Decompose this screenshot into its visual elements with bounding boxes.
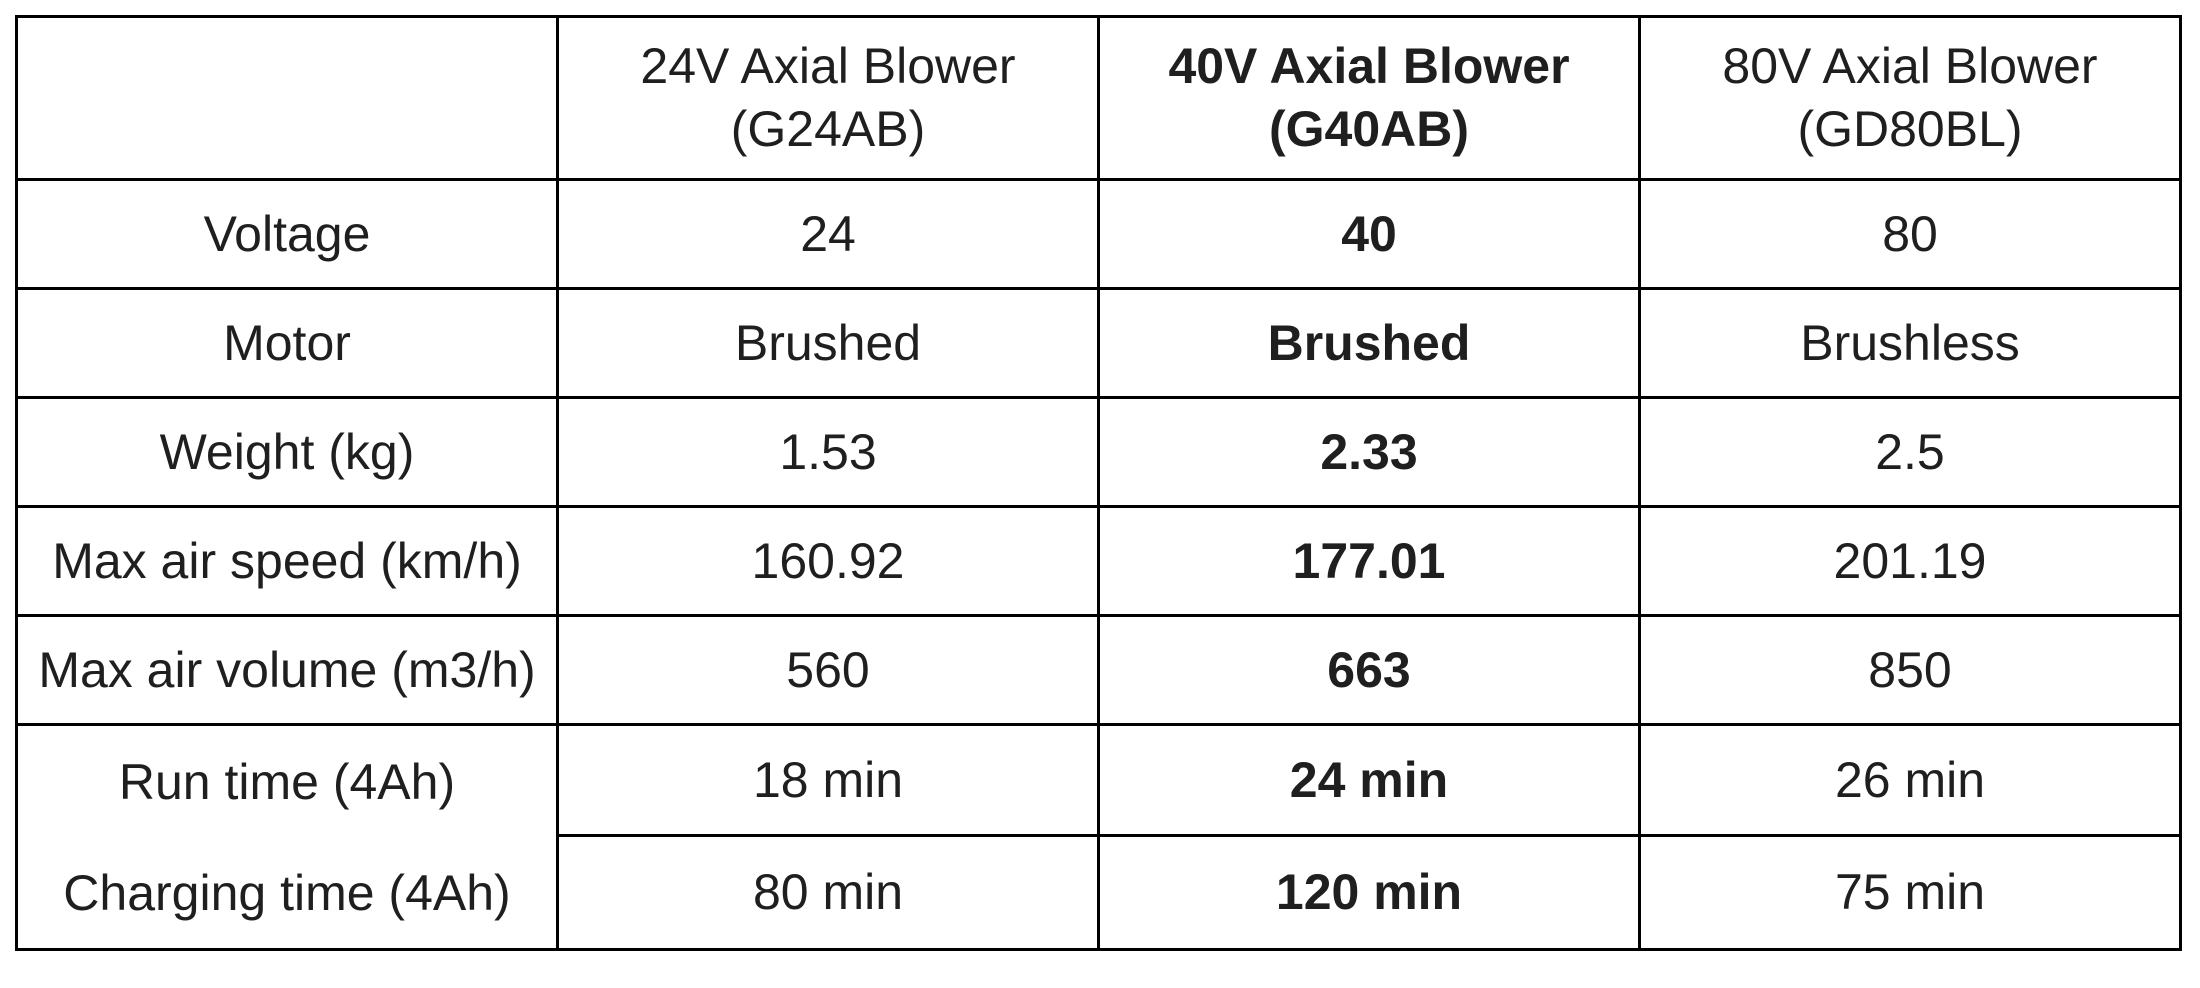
max-air-volume-40v: 663 bbox=[1097, 614, 1641, 726]
column-header-40v-model: (G40AB) bbox=[1268, 101, 1470, 157]
row-label-weight: Weight (kg) bbox=[15, 396, 559, 508]
row-label-run-time: Run time (4Ah) bbox=[118, 753, 456, 810]
column-header-80v: 80V Axial Blower (GD80BL) bbox=[1638, 15, 2182, 181]
column-header-40v-name: 40V Axial Blower bbox=[1168, 38, 1570, 94]
voltage-24v: 24 bbox=[556, 178, 1100, 290]
weight-80v: 2.5 bbox=[1638, 396, 2182, 508]
motor-24v: Brushed bbox=[556, 287, 1100, 399]
row-label-charging-time: Charging time (4Ah) bbox=[63, 864, 511, 921]
column-header-24v: 24V Axial Blower (G24AB) bbox=[556, 15, 1100, 181]
run-time-80v: 26 min bbox=[1638, 723, 2182, 837]
voltage-80v: 80 bbox=[1638, 178, 2182, 290]
max-air-speed-24v: 160.92 bbox=[556, 505, 1100, 617]
column-header-40v: 40V Axial Blower (G40AB) bbox=[1097, 15, 1641, 181]
motor-80v: Brushless bbox=[1638, 287, 2182, 399]
row-label-max-air-speed: Max air speed (km/h) bbox=[15, 505, 559, 617]
run-time-40v: 24 min bbox=[1097, 723, 1641, 837]
row-label-run-and-charging-time: Run time (4Ah) Charging time (4Ah) bbox=[15, 723, 559, 951]
row-max-air-speed: Max air speed (km/h) 160.92 177.01 201.1… bbox=[15, 505, 2182, 617]
column-header-80v-model: (GD80BL) bbox=[1797, 101, 2023, 157]
row-motor: Motor Brushed Brushed Brushless bbox=[15, 287, 2182, 399]
merged-label-stack: Run time (4Ah) Charging time (4Ah) bbox=[20, 728, 555, 947]
column-header-24v-name: 24V Axial Blower bbox=[640, 38, 1016, 94]
corner-cell bbox=[15, 15, 559, 181]
header-row: 24V Axial Blower (G24AB) 40V Axial Blowe… bbox=[15, 15, 2182, 181]
row-label-motor: Motor bbox=[15, 287, 559, 399]
max-air-volume-24v: 560 bbox=[556, 614, 1100, 726]
charging-time-80v: 75 min bbox=[1638, 833, 2182, 952]
column-header-24v-model: (G24AB) bbox=[730, 101, 926, 157]
max-air-volume-80v: 850 bbox=[1638, 614, 2182, 726]
run-time-24v: 18 min bbox=[556, 723, 1100, 837]
charging-time-24v: 80 min bbox=[556, 833, 1100, 952]
row-max-air-volume: Max air volume (m3/h) 560 663 850 bbox=[15, 614, 2182, 726]
max-air-speed-80v: 201.19 bbox=[1638, 505, 2182, 617]
row-label-voltage: Voltage bbox=[15, 178, 559, 290]
max-air-speed-40v: 177.01 bbox=[1097, 505, 1641, 617]
row-voltage: Voltage 24 40 80 bbox=[15, 178, 2182, 290]
motor-40v: Brushed bbox=[1097, 287, 1641, 399]
blower-comparison-table: 24V Axial Blower (G24AB) 40V Axial Blowe… bbox=[15, 15, 2182, 952]
charging-time-40v: 120 min bbox=[1097, 833, 1641, 952]
row-weight: Weight (kg) 1.53 2.33 2.5 bbox=[15, 396, 2182, 508]
weight-24v: 1.53 bbox=[556, 396, 1100, 508]
column-header-80v-name: 80V Axial Blower bbox=[1722, 38, 2098, 94]
weight-40v: 2.33 bbox=[1097, 396, 1641, 508]
row-label-max-air-volume: Max air volume (m3/h) bbox=[15, 614, 559, 726]
row-run-time: Run time (4Ah) Charging time (4Ah) 18 mi… bbox=[15, 723, 2182, 951]
row-charging-time: 80 min 120 min 75 min bbox=[17, 833, 2182, 952]
voltage-40v: 40 bbox=[1097, 178, 1641, 290]
